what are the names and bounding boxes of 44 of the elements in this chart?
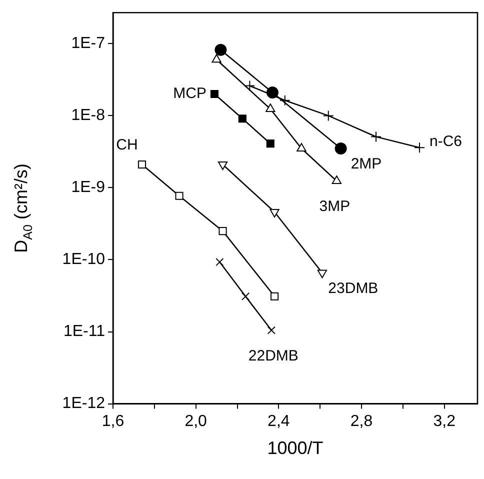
x-tick-label: 1,6 — [102, 412, 124, 430]
series-label: MCP — [173, 85, 206, 102]
point — [175, 192, 184, 200]
point — [210, 90, 219, 98]
x-axis-title: 1000/T — [267, 438, 324, 458]
y-tick-label: 1E-11 — [63, 323, 106, 340]
point — [370, 131, 382, 142]
point — [214, 44, 227, 56]
point — [138, 160, 146, 169]
series-label: 2MP — [350, 156, 382, 173]
series-label: CH — [116, 136, 138, 154]
series-label: 23DMB — [328, 280, 378, 297]
y-tick-label: 1E-9 — [71, 179, 106, 196]
point — [266, 140, 274, 148]
x-tick-label: 2,4 — [268, 412, 290, 430]
x-tick-label: 2,0 — [184, 412, 208, 430]
y-tick-label: 1E-7 — [71, 35, 106, 52]
point — [322, 110, 334, 122]
point — [216, 258, 224, 266]
point — [270, 292, 279, 300]
point — [238, 114, 246, 123]
point — [279, 94, 290, 106]
point — [414, 142, 426, 154]
y-tick-label: 1E-12 — [62, 395, 106, 412]
point — [242, 292, 250, 300]
point — [212, 54, 222, 63]
series-label: 22DMB — [248, 347, 298, 364]
series-label: 3MP — [319, 198, 350, 216]
point — [266, 103, 276, 112]
point — [296, 143, 306, 152]
x-tick-label: 3,2 — [433, 412, 456, 430]
y-tick-label: 1E-8 — [71, 107, 106, 124]
point — [266, 86, 278, 98]
point — [218, 227, 227, 236]
y-axis-title: DA0 (cm²/s) — [10, 164, 35, 253]
y-tick-label: 1E-10 — [62, 251, 106, 268]
series-label: n-C6 — [430, 132, 462, 150]
point — [267, 326, 276, 334]
point — [334, 142, 347, 155]
x-tick-label: 2,8 — [350, 412, 373, 430]
point — [244, 80, 256, 92]
point — [270, 209, 280, 218]
point — [332, 175, 342, 184]
point — [317, 270, 328, 278]
